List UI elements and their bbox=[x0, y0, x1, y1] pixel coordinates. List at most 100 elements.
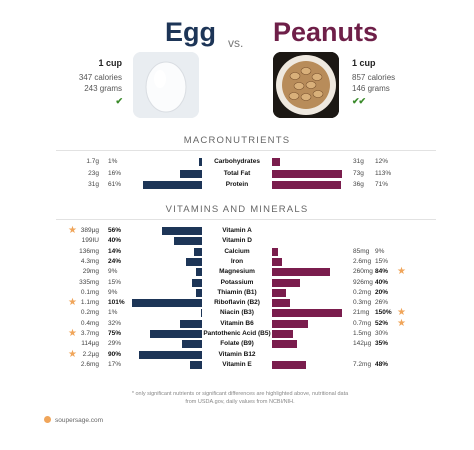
egg-serving: 1 cup bbox=[98, 58, 122, 68]
nutrient-row: 4.3mg 24% Iron 2.6mg 15% bbox=[0, 257, 474, 267]
nutrient-name: Vitamin B6 bbox=[220, 319, 254, 327]
egg-percent: 61% bbox=[108, 181, 122, 188]
egg-bar bbox=[185, 257, 202, 266]
egg-value: 29mg bbox=[82, 268, 99, 276]
nutrient-name: Thiamin (B1) bbox=[217, 288, 257, 296]
nutrient-name: Magnesium bbox=[219, 268, 255, 276]
nutrient-name: Vitamin D bbox=[222, 237, 252, 245]
egg-calories: 347 calories bbox=[78, 73, 122, 82]
peanuts-value: 0.3mg bbox=[353, 299, 372, 307]
egg-percent: 40% bbox=[108, 237, 122, 245]
nutrient-name: Vitamin B12 bbox=[218, 350, 256, 358]
star-icon: ★ bbox=[397, 266, 406, 278]
egg-bar bbox=[179, 169, 202, 178]
peanuts-percent: 71% bbox=[375, 181, 389, 188]
egg-percent: 1% bbox=[108, 309, 118, 317]
egg-bar bbox=[190, 360, 202, 369]
peanuts-value: 1.5mg bbox=[353, 330, 372, 337]
peanuts-percent: 150% bbox=[375, 309, 392, 317]
peanuts-value: 7.2mg bbox=[353, 360, 372, 368]
peanuts-value: 0.7mg bbox=[353, 319, 372, 327]
egg-value: 1.7g bbox=[86, 158, 99, 165]
vs-label: vs. bbox=[228, 36, 244, 50]
peanuts-percent: 113% bbox=[375, 169, 392, 177]
egg-value: 2.6mg bbox=[80, 360, 99, 368]
egg-bar bbox=[132, 299, 202, 308]
nutrient-row: 335mg 15% Potassium 926mg 40% bbox=[0, 278, 474, 288]
egg-percent: 14% bbox=[108, 247, 122, 255]
egg-value: 3.7mg bbox=[80, 330, 99, 337]
egg-percent: 101% bbox=[108, 299, 125, 307]
egg-percent: 1% bbox=[108, 158, 118, 165]
egg-bar bbox=[139, 350, 202, 359]
star-icon: ★ bbox=[68, 328, 77, 339]
nutrient-row: 114µg 29% Folate (B9) 142µg 35% bbox=[0, 339, 474, 349]
peanuts-bar bbox=[272, 309, 342, 318]
peanuts-percent: 48% bbox=[375, 360, 389, 368]
egg-percent: 17% bbox=[108, 360, 122, 368]
egg-bar bbox=[200, 309, 202, 318]
egg-value: 31g bbox=[88, 181, 99, 188]
egg-bar bbox=[162, 227, 202, 235]
divider bbox=[56, 150, 436, 151]
peanuts-percent: 26% bbox=[375, 299, 389, 307]
peanuts-value: 260mg bbox=[353, 268, 373, 276]
nutrient-name: Protein bbox=[225, 181, 249, 188]
egg-title: Egg bbox=[165, 17, 216, 47]
nutrient-row: 1.7g 1% Carbohydrates 31g 12% bbox=[0, 157, 474, 167]
egg-bar bbox=[198, 158, 202, 166]
egg-grams: 243 grams bbox=[84, 84, 122, 93]
nutrient-row: 2.6mg 17% Vitamin E 7.2mg 48% bbox=[0, 360, 474, 370]
nutrient-row: 0.2mg 1% Niacin (B3) 21mg 150% ★ bbox=[0, 308, 474, 318]
star-icon: ★ bbox=[68, 348, 77, 360]
egg-value: 1.1mg bbox=[80, 299, 99, 307]
egg-value: 23g bbox=[88, 169, 99, 177]
nutrient-row: 0.1mg 9% Thiamin (B1) 0.2mg 20% bbox=[0, 288, 474, 298]
egg-value: 2.2µg bbox=[82, 350, 99, 358]
peanuts-percent: 12% bbox=[375, 158, 389, 165]
nutrient-row: 0.4mg 32% Vitamin B6 0.7mg 52% ★ bbox=[0, 317, 474, 329]
peanuts-percent: 20% bbox=[375, 288, 389, 296]
egg-percent: 56% bbox=[108, 227, 122, 234]
egg-value: 0.4mg bbox=[80, 319, 99, 327]
nutrient-row: 136mg 14% Calcium 85mg 9% bbox=[0, 247, 474, 257]
egg-bar bbox=[149, 330, 202, 338]
double-check-icon: ✔✔ bbox=[352, 96, 366, 106]
peanuts-percent: 35% bbox=[375, 340, 389, 348]
peanuts-bar bbox=[272, 257, 282, 266]
peanuts-value: 142µg bbox=[353, 340, 372, 348]
brand-logo-icon bbox=[44, 416, 51, 423]
peanuts-bar bbox=[272, 340, 297, 349]
peanuts-info: 1 cup 857 calories 146 grams ✔✔ bbox=[352, 58, 422, 107]
egg-percent: 32% bbox=[108, 319, 122, 327]
brand-link[interactable]: soupersage.com bbox=[44, 416, 103, 424]
nutrient-name: Pantothenic Acid (B5) bbox=[203, 330, 271, 337]
peanuts-title: Peanuts bbox=[273, 17, 379, 47]
nutrient-row: 29mg 9% Magnesium 260mg 84% ★ bbox=[0, 267, 474, 277]
egg-bar bbox=[195, 288, 202, 297]
peanuts-bar bbox=[272, 181, 342, 189]
egg-value: 199IU bbox=[81, 237, 99, 245]
peanuts-bar bbox=[272, 319, 309, 328]
nutrient-name: Niacin (B3) bbox=[220, 309, 254, 317]
peanuts-value: 0.2mg bbox=[353, 288, 372, 296]
peanuts-percent: 52% bbox=[375, 319, 389, 327]
nutrient-name: Carbohydrates bbox=[214, 158, 260, 165]
egg-value: 114µg bbox=[81, 340, 99, 348]
peanuts-bar bbox=[272, 278, 300, 287]
egg-percent: 15% bbox=[108, 278, 122, 286]
egg-bar bbox=[142, 181, 202, 189]
nutrient-name: Folate (B9) bbox=[220, 340, 254, 348]
peanuts-bar bbox=[272, 299, 291, 308]
egg-percent: 29% bbox=[108, 340, 122, 348]
egg-bar bbox=[174, 237, 202, 246]
star-icon: ★ bbox=[397, 317, 406, 329]
peanuts-bar bbox=[272, 360, 306, 369]
egg-value: 136mg bbox=[79, 247, 99, 255]
nutrient-row: 1.1mg 101% Riboflavin (B2) 0.3mg 26% ★ bbox=[0, 298, 474, 308]
peanuts-bar bbox=[272, 169, 342, 178]
check-icon: ✔ bbox=[115, 96, 123, 106]
peanuts-bar bbox=[272, 288, 286, 297]
egg-percent: 90% bbox=[108, 350, 122, 358]
peanuts-value: 36g bbox=[353, 181, 364, 188]
